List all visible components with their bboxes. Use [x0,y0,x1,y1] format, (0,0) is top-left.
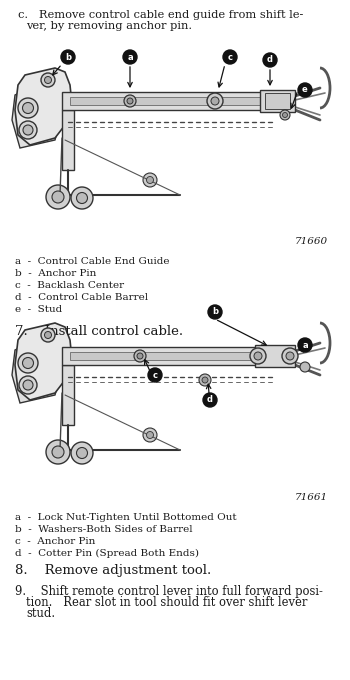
Polygon shape [12,75,62,148]
Text: a: a [127,52,133,61]
Polygon shape [15,68,72,145]
Text: e  -  Stud: e - Stud [15,305,62,314]
Text: c.   Remove control cable end guide from shift le-: c. Remove control cable end guide from s… [18,10,303,20]
Text: b  -  Washers-Both Sides of Barrel: b - Washers-Both Sides of Barrel [15,525,192,534]
Circle shape [282,112,287,118]
Circle shape [282,348,298,364]
Circle shape [147,432,154,439]
Circle shape [280,110,290,120]
Text: c  -  Backlash Center: c - Backlash Center [15,281,124,290]
Text: a: a [302,341,308,350]
Text: ver, by removing anchor pin.: ver, by removing anchor pin. [26,21,192,31]
Circle shape [298,338,312,352]
Bar [62,92,267,110]
Circle shape [199,374,211,386]
Bar [70,97,260,105]
Circle shape [127,98,133,104]
Polygon shape [12,330,62,403]
Circle shape [148,368,162,382]
Circle shape [223,50,237,64]
Circle shape [52,191,64,203]
Circle shape [61,50,75,64]
Circle shape [286,352,294,360]
Text: d: d [267,56,273,65]
Text: a  -  Lock Nut-Tighten Until Bottomed Out: a - Lock Nut-Tighten Until Bottomed Out [15,513,237,522]
Circle shape [18,98,38,118]
Circle shape [44,332,51,339]
Text: 8.    Remove adjustment tool.: 8. Remove adjustment tool. [15,564,211,577]
Text: a  -  Control Cable End Guide: a - Control Cable End Guide [15,257,169,266]
Bar [62,110,74,170]
Text: tion.   Rear slot in tool should fit over shift lever: tion. Rear slot in tool should fit over … [26,596,307,609]
Circle shape [263,53,277,67]
Text: 71661: 71661 [295,493,328,502]
Circle shape [124,95,136,107]
Text: b: b [212,307,218,316]
Circle shape [52,446,64,458]
Circle shape [211,97,219,105]
Circle shape [23,380,33,390]
Circle shape [23,125,33,135]
Circle shape [46,440,70,464]
Circle shape [143,428,157,442]
Text: d: d [207,396,213,405]
Circle shape [207,93,223,109]
Text: c  -  Anchor Pin: c - Anchor Pin [15,537,95,546]
Circle shape [147,177,154,184]
Circle shape [19,376,37,394]
Circle shape [46,185,70,209]
Circle shape [41,73,55,87]
Polygon shape [15,323,72,400]
Bar [70,352,260,360]
Circle shape [300,362,310,372]
Text: c: c [228,52,232,61]
Circle shape [19,121,37,139]
Text: b: b [65,52,71,61]
Circle shape [22,103,34,114]
Bar [62,365,74,425]
Bar [265,93,290,109]
Bar [255,345,295,367]
Circle shape [203,393,217,407]
Bar [62,347,267,365]
Circle shape [123,50,137,64]
Circle shape [134,350,146,362]
Circle shape [18,353,38,373]
Circle shape [22,358,34,369]
Text: b  -  Anchor Pin: b - Anchor Pin [15,269,96,278]
Text: 71660: 71660 [295,237,328,246]
Text: 7.    Install control cable.: 7. Install control cable. [15,325,183,338]
Circle shape [143,173,157,187]
Circle shape [71,442,93,464]
Text: e: e [302,86,308,95]
Bar [260,90,295,112]
Circle shape [44,77,51,84]
Circle shape [71,187,93,209]
Text: c: c [153,371,158,379]
Circle shape [77,447,88,458]
Circle shape [137,353,143,359]
Text: d  -  Cotter Pin (Spread Both Ends): d - Cotter Pin (Spread Both Ends) [15,549,199,558]
Circle shape [250,348,266,364]
Text: stud.: stud. [26,607,55,620]
Circle shape [208,305,222,319]
Circle shape [202,377,208,383]
Circle shape [41,328,55,342]
Text: 9.    Shift remote control lever into full forward posi-: 9. Shift remote control lever into full … [15,585,323,598]
Circle shape [298,83,312,97]
Circle shape [77,192,88,203]
Text: d  -  Control Cable Barrel: d - Control Cable Barrel [15,293,148,302]
Circle shape [254,352,262,360]
